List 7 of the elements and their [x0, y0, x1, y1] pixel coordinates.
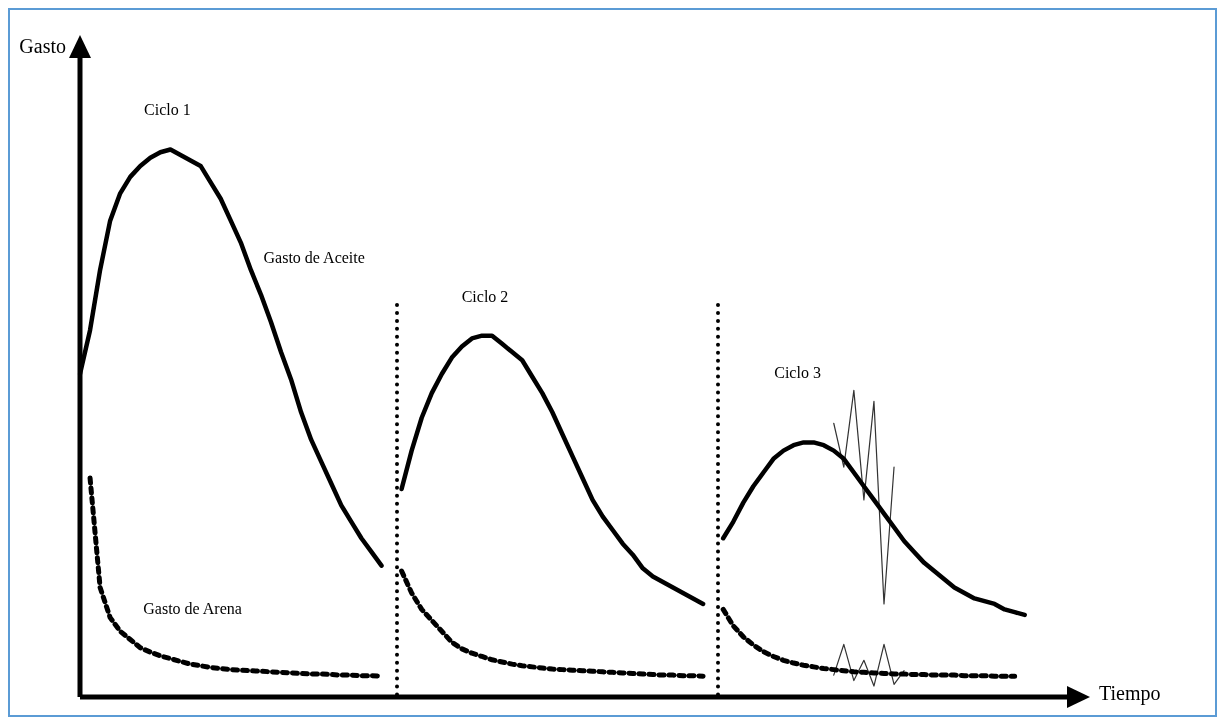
x-axis-title: Tiempo: [1099, 682, 1161, 706]
annotation: Gasto de Aceite: [263, 249, 365, 267]
annotation: Ciclo 2: [461, 287, 509, 305]
annotation: Gasto de Arena: [143, 599, 242, 617]
y-axis-title: Gasto: [19, 35, 66, 58]
annotation: Ciclo 3: [774, 364, 821, 382]
text: Ciclo 1: [144, 101, 191, 119]
